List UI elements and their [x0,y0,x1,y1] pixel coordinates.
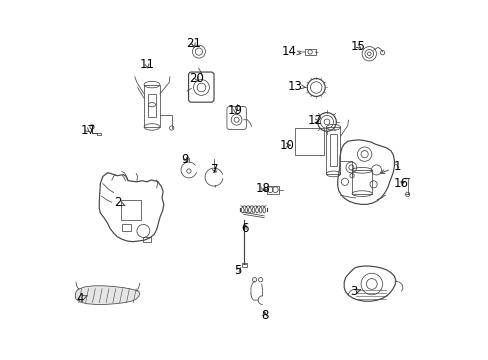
Text: 6: 6 [240,222,248,235]
Bar [304,49,315,55]
Bar [143,237,151,242]
Bar [97,133,101,135]
Bar [294,128,324,155]
Text: 4: 4 [77,292,87,305]
Text: 1: 1 [380,160,401,174]
Text: 11: 11 [139,58,154,71]
Bar [242,263,246,267]
Text: 16: 16 [393,177,408,190]
Text: 20: 20 [189,72,204,85]
Text: 3: 3 [350,285,360,298]
Text: 12: 12 [307,114,322,127]
Bar [329,134,336,166]
Text: 19: 19 [227,104,243,117]
Bar [351,170,371,194]
Text: 2: 2 [114,196,124,209]
Bar [266,186,279,194]
Polygon shape [75,286,140,305]
Bar [144,85,160,127]
Text: 7: 7 [210,163,218,176]
Bar [147,94,156,117]
Bar [325,127,339,174]
Text: 8: 8 [261,309,268,322]
Text: 15: 15 [350,40,365,53]
Bar [121,201,140,220]
Text: 13: 13 [287,80,305,93]
Text: 9: 9 [181,153,189,166]
Text: 17: 17 [80,124,95,137]
Text: 14: 14 [281,45,300,58]
Bar [122,224,131,231]
Text: 10: 10 [279,139,294,152]
Text: 18: 18 [256,183,270,195]
Text: 5: 5 [234,264,241,277]
Text: 21: 21 [185,36,200,50]
